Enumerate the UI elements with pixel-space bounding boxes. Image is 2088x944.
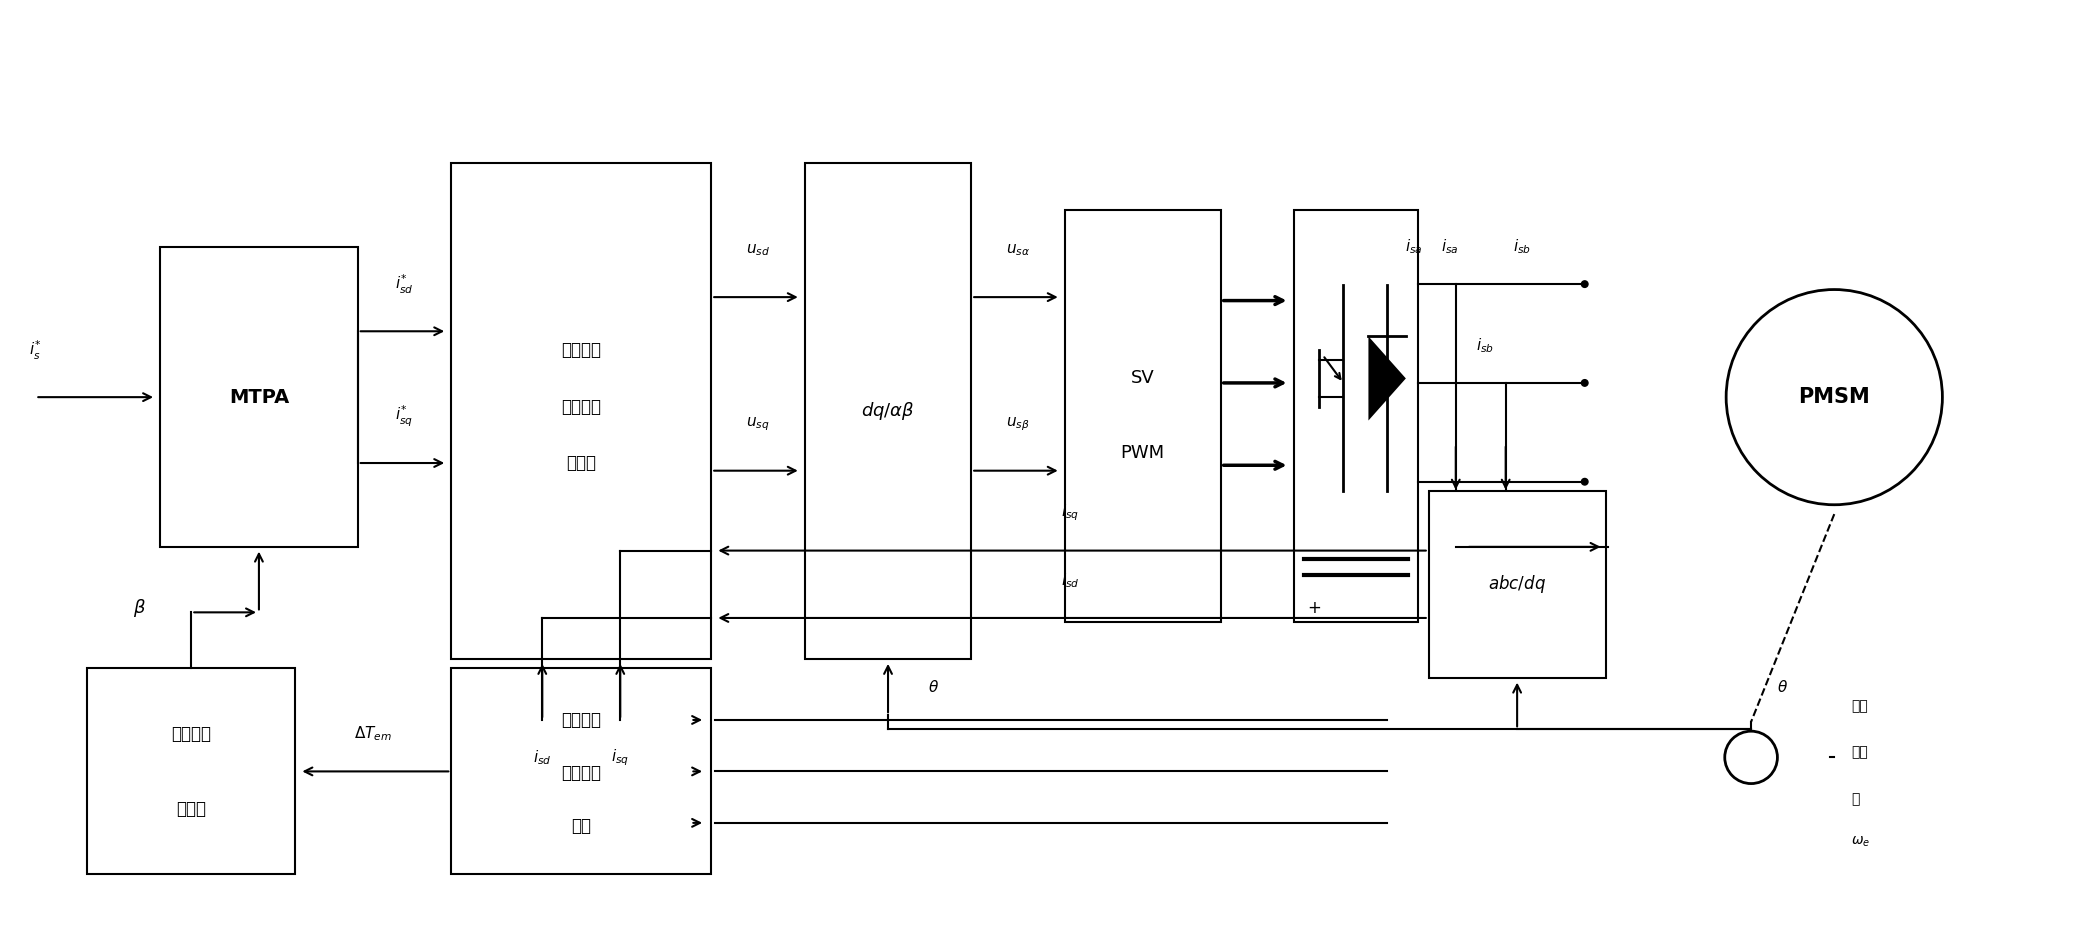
Text: $i_{sq}^{*}$: $i_{sq}^{*}$ (395, 404, 413, 429)
Text: $i_{sd}$: $i_{sd}$ (532, 748, 551, 767)
Text: 器: 器 (1850, 792, 1858, 806)
Text: $\beta$: $\beta$ (134, 597, 146, 618)
Polygon shape (1368, 336, 1405, 420)
Text: $i_{sb}$: $i_{sb}$ (1476, 336, 1493, 355)
Bar (804, 163, 971, 659)
Text: $\theta$: $\theta$ (929, 679, 940, 695)
Bar (451, 668, 712, 874)
Text: $i_{sb}$: $i_{sb}$ (1514, 237, 1531, 256)
Bar (451, 163, 712, 659)
Bar (88, 668, 294, 874)
Text: $\Delta T_{em}$: $\Delta T_{em}$ (355, 725, 393, 743)
Text: 项控制: 项控制 (566, 454, 597, 472)
Bar (1428, 491, 1606, 678)
Text: 环控制: 环控制 (175, 800, 207, 818)
Text: $i_{sd}^{*}$: $i_{sd}^{*}$ (395, 273, 413, 296)
Text: SV: SV (1132, 369, 1155, 387)
Text: $u_{sq}$: $u_{sq}$ (745, 415, 770, 432)
Circle shape (1727, 290, 1942, 505)
Text: 定子磁链: 定子磁链 (562, 711, 601, 729)
Circle shape (1581, 479, 1589, 485)
Text: 转矩角闭: 转矩角闭 (171, 725, 211, 743)
Text: 转矩: 转矩 (572, 817, 591, 834)
Bar (161, 247, 357, 547)
Text: +: + (1307, 598, 1322, 616)
Text: 变压: 变压 (1850, 746, 1867, 760)
Text: 旋转: 旋转 (1850, 699, 1867, 713)
Circle shape (1581, 281, 1589, 287)
Text: PWM: PWM (1121, 445, 1165, 463)
Text: $i_{sq}$: $i_{sq}$ (612, 747, 628, 767)
Text: 检测电磁: 检测电磁 (562, 765, 601, 783)
Text: 项和前馈: 项和前馈 (562, 397, 601, 415)
Bar (1065, 210, 1221, 622)
Text: $i_{sq}$: $i_{sq}$ (1061, 503, 1079, 524)
Text: $i_{sa}$: $i_{sa}$ (1441, 237, 1457, 256)
Bar (1295, 210, 1418, 622)
Text: PMSM: PMSM (1798, 387, 1871, 407)
Text: $dq/\alpha\beta$: $dq/\alpha\beta$ (860, 400, 915, 422)
Text: $abc/dq$: $abc/dq$ (1489, 573, 1545, 596)
Text: 交叉耦合: 交叉耦合 (562, 342, 601, 360)
Circle shape (1581, 379, 1589, 386)
Text: $u_{s\beta}$: $u_{s\beta}$ (1006, 415, 1029, 432)
Text: MTPA: MTPA (230, 388, 288, 407)
Circle shape (1725, 732, 1777, 784)
Text: $u_{sd}$: $u_{sd}$ (745, 243, 770, 259)
Text: $u_{s\alpha}$: $u_{s\alpha}$ (1006, 243, 1029, 259)
Text: $\theta$: $\theta$ (1777, 679, 1787, 695)
Text: $\omega_e$: $\omega_e$ (1850, 834, 1871, 849)
Text: $i_{sd}$: $i_{sd}$ (1061, 571, 1079, 590)
Text: $i_{sa}$: $i_{sa}$ (1405, 237, 1424, 256)
Text: $i_s^{*}$: $i_s^{*}$ (29, 339, 42, 362)
